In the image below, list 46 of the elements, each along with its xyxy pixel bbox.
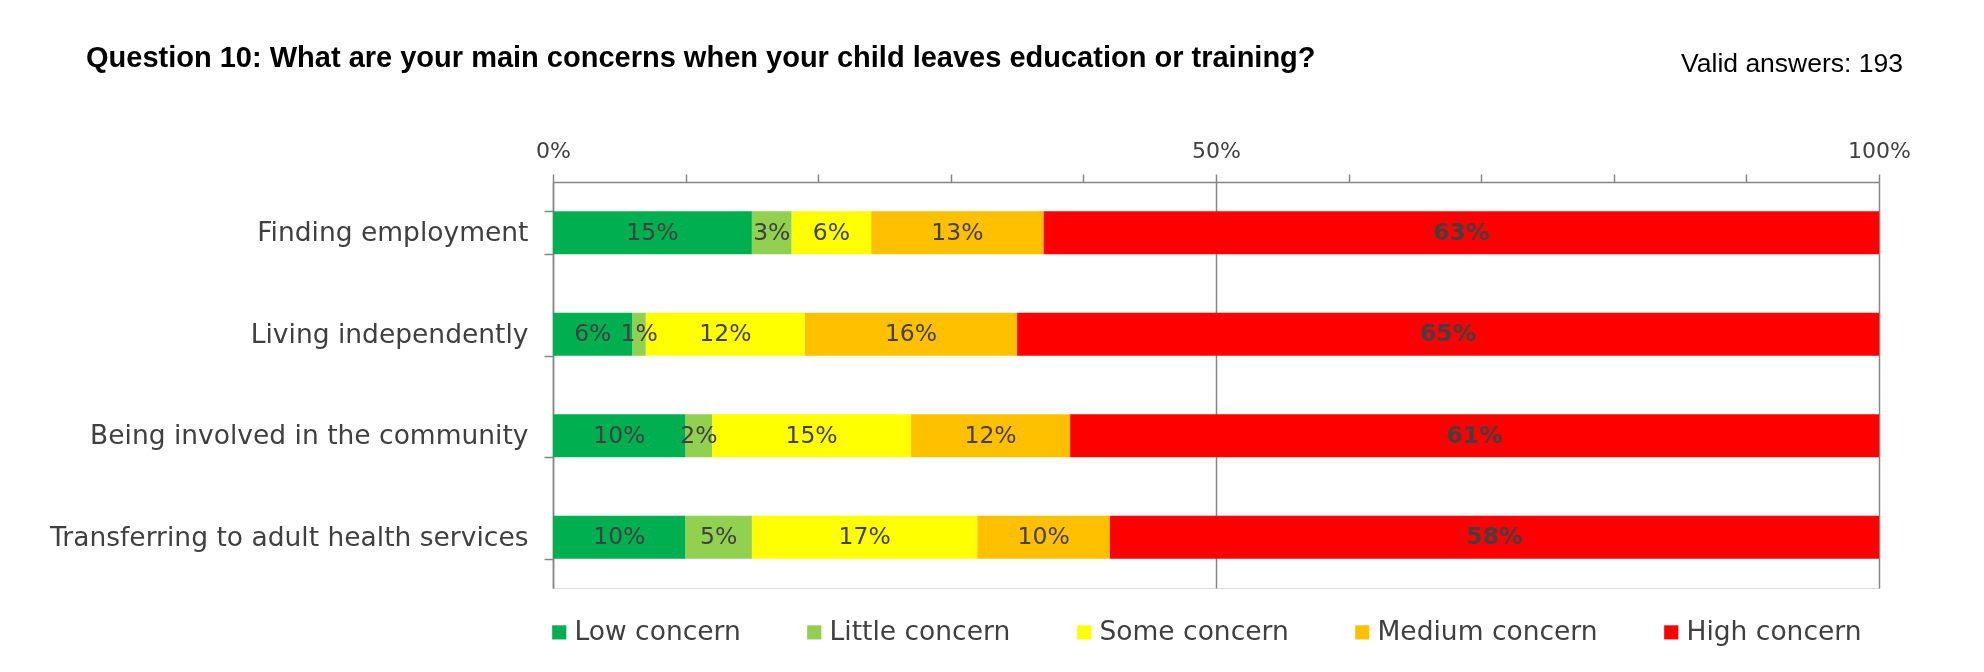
data-label: 6%: [574, 319, 612, 348]
bar: [751, 515, 978, 559]
data-label: 65%: [1419, 319, 1477, 348]
chart-title: Question 10: What are your main concerns when your child leaves education or training?: [86, 41, 1316, 73]
bar: [553, 211, 752, 255]
legend-label: Low concern: [574, 615, 741, 647]
data-label: 12%: [964, 420, 1017, 449]
data-label: 17%: [838, 522, 891, 551]
y-tick-label: Finding employment: [257, 216, 529, 248]
data-label: 15%: [626, 217, 679, 246]
x-tick-label: 50%: [1192, 137, 1241, 163]
x-tick-label: 100%: [1848, 137, 1911, 163]
bar: [911, 414, 1071, 458]
data-label: 63%: [1433, 217, 1490, 246]
data-label: 61%: [1446, 420, 1503, 449]
legend-label: Medium concern: [1377, 615, 1598, 647]
data-label: 6%: [812, 217, 851, 246]
data-label: 1%: [620, 319, 658, 348]
bar: [685, 515, 752, 559]
data-label: 10%: [593, 522, 646, 551]
y-tick-label: Being involved in the community: [90, 419, 529, 451]
bar: [791, 211, 872, 255]
y-tick-label: Transferring to adult health services: [49, 520, 529, 552]
bar: [1070, 414, 1879, 458]
bar: [871, 211, 1044, 255]
data-label: 13%: [931, 217, 984, 246]
bar: [977, 515, 1110, 559]
data-label: 16%: [884, 319, 938, 348]
y-tick-label: Living independently: [250, 317, 529, 349]
data-label: 3%: [753, 217, 791, 246]
data-label: 15%: [785, 420, 838, 449]
bar: [1017, 312, 1879, 356]
legend-label: Some concern: [1099, 615, 1289, 647]
text: Valid answers: 193: [1681, 48, 1903, 78]
legend-label: High concern: [1686, 615, 1862, 647]
data-label: 10%: [593, 420, 646, 449]
x-tick-label: 0%: [536, 137, 571, 163]
bar: [553, 515, 686, 559]
data-label: 10%: [1017, 522, 1070, 551]
bar: [1109, 515, 1879, 559]
bar: [804, 312, 1018, 356]
data-label: 12%: [699, 319, 752, 348]
data-label: 58%: [1466, 522, 1523, 551]
data-label: 5%: [700, 522, 738, 551]
legend-label: Little concern: [829, 615, 1011, 647]
bar: [1043, 211, 1879, 255]
